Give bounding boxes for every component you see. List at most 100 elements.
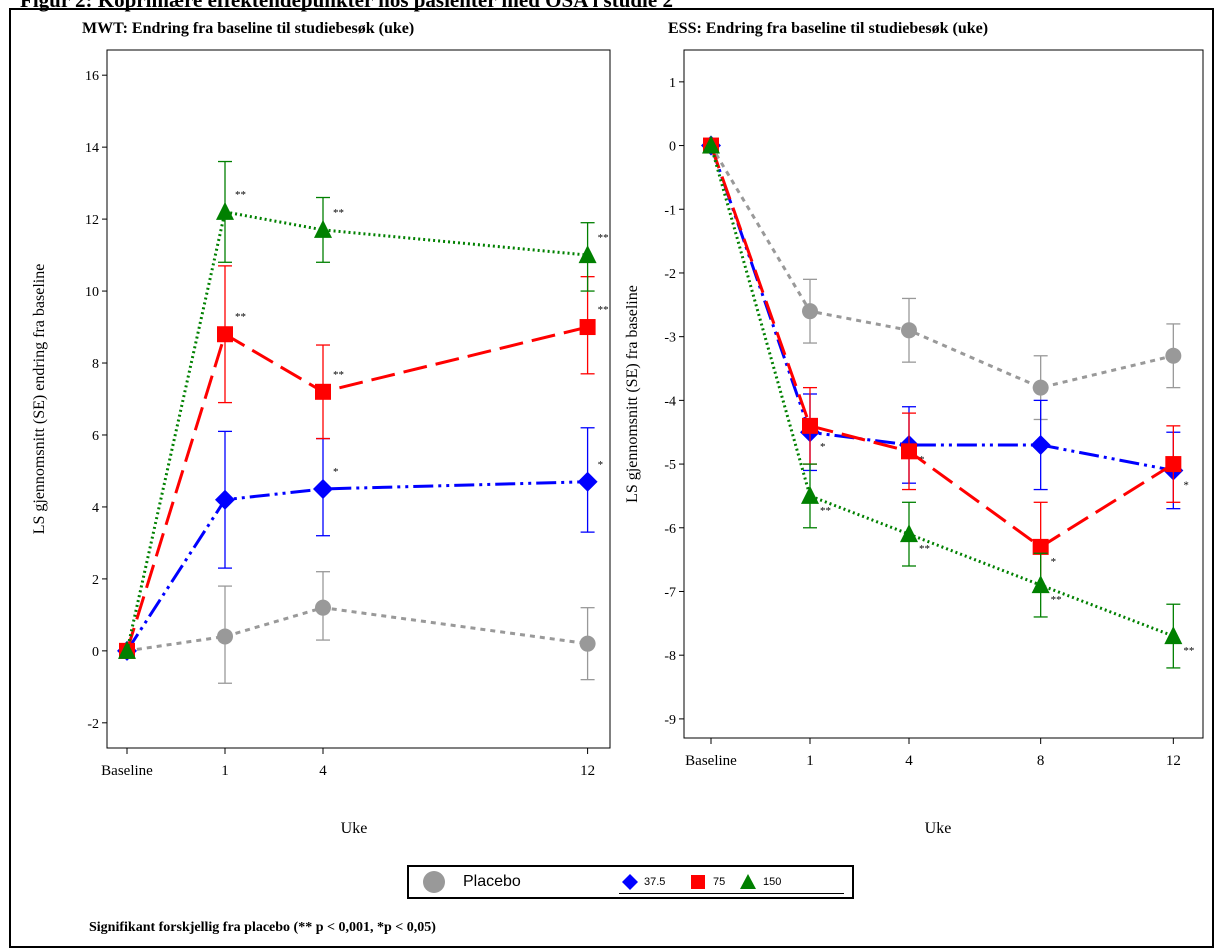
- placebo-marker-icon: [423, 871, 445, 893]
- chart1-y-tick-label: 2: [92, 573, 99, 588]
- chart1-y-tick-label: 14: [85, 141, 99, 156]
- chart2-series-75-point: [901, 443, 917, 460]
- chart1-series-75-point: [315, 383, 331, 400]
- chart1-series-37-5-point: [313, 478, 333, 499]
- chart1-series-placebo-point: [217, 628, 233, 645]
- chart2-y-tick-label: -6: [664, 522, 676, 537]
- chart2-y-tick-label: 1: [669, 76, 676, 91]
- chart2-series-150-point: [900, 524, 918, 543]
- chart1-series-75-significance-mark: **: [333, 369, 344, 381]
- chart2-series-150-significance-mark: **: [919, 543, 930, 555]
- chart1-y-tick-label: -2: [87, 717, 99, 732]
- chart2-x-tick-label: 4: [905, 753, 913, 769]
- chart1-series-150-point: [314, 219, 332, 238]
- chart1-series-75-line: [125, 325, 588, 652]
- chart1-y-tick-label: 8: [92, 357, 99, 372]
- chart1-series-150-point: [118, 640, 136, 659]
- chart2-series-150-point: [1031, 575, 1050, 594]
- chart1-series-37-5-point: [577, 471, 598, 492]
- chart2-plot-area: [683, 49, 1204, 739]
- chart1-y-tick-label: 12: [85, 213, 99, 228]
- square-marker-icon: [691, 875, 705, 889]
- chart1-series-75-point: [217, 326, 233, 343]
- chart2-series-150-line: [709, 145, 1174, 638]
- chart2-series-placebo-line: [709, 144, 1174, 390]
- chart2-series-placebo-point: [1165, 347, 1182, 364]
- chart2-y-tick-label: -5: [664, 458, 676, 473]
- chart2-series-75-significance-mark: *: [1051, 556, 1057, 568]
- chart1-series-placebo-line: [126, 606, 588, 653]
- chart1-series-37-5-significance-mark: *: [598, 459, 604, 471]
- chart1-series-75-significance-mark: **: [598, 304, 609, 316]
- legend-item-75: 75: [689, 867, 725, 897]
- chart1-y-tick-label: 6: [92, 429, 99, 444]
- chart1-plot-area: [106, 49, 611, 749]
- chart2-series-37-5-significance-mark: *: [1183, 479, 1189, 491]
- chart2-series-150-significance-mark: **: [1051, 594, 1062, 606]
- legend-item-placebo: Placebo: [421, 867, 521, 897]
- chart1-series-37-5-significance-mark: *: [333, 466, 339, 478]
- chart1-series-150-line: [125, 210, 588, 652]
- chart1-series-75-point: [579, 319, 596, 336]
- chart1-series-150-point: [578, 245, 597, 264]
- chart2-x-axis-label: Uke: [925, 820, 952, 837]
- chart2-x-tick-label: Baseline: [685, 753, 737, 769]
- chart2-series-150-point: [801, 485, 819, 504]
- chart1-x-tick-label: 1: [221, 763, 229, 779]
- legend-label-150: 150: [763, 876, 782, 888]
- chart1-y-tick-label: 16: [85, 69, 99, 84]
- chart2-y-tick-label: -8: [664, 649, 676, 664]
- chart1-series-150-significance-mark: **: [598, 232, 609, 244]
- chart2-series-37-5-significance-mark: *: [820, 441, 826, 453]
- chart2-series-placebo-point: [802, 303, 818, 320]
- chart2-y-tick-label: -4: [664, 394, 676, 409]
- chart1-series-37-5-point: [215, 489, 235, 510]
- chart2-series-placebo-point: [901, 322, 917, 339]
- chart2-series-75-point: [802, 417, 818, 434]
- chart2-series-37-5-point: [1030, 434, 1051, 455]
- chart1-y-tick-label: 10: [85, 285, 99, 300]
- legend-label-75: 75: [713, 876, 726, 888]
- chart2-y-tick-label: -9: [664, 713, 676, 728]
- legend-item-37-5: 37.5: [621, 867, 665, 897]
- chart2-series-75-point: [1165, 456, 1182, 473]
- chart2-y-tick-label: -2: [664, 267, 676, 282]
- legend-divider: [619, 893, 844, 894]
- chart2-series-150-point: [702, 135, 720, 154]
- legend-label-37-5: 37.5: [644, 876, 666, 888]
- chart2-series-150-significance-mark: **: [1183, 645, 1194, 657]
- chart2-y-tick-label: -3: [664, 331, 676, 346]
- chart1-x-tick-label: 12: [580, 763, 595, 779]
- chart1-title: MWT: Endring fra baseline til studiebesø…: [82, 20, 414, 37]
- chart1-y-tick-label: 0: [92, 645, 99, 660]
- chart2-y-tick-label: -7: [664, 585, 676, 600]
- chart1-y-axis-label: LS gjennomsnitt (SE) endring fra baselin…: [31, 264, 48, 535]
- chart2-series-75-point: [1032, 538, 1049, 555]
- chart1-series-37-5-line: [125, 480, 588, 652]
- diamond-marker-icon: [622, 874, 638, 890]
- figure-border: [9, 8, 1214, 948]
- legend-item-150: 150: [739, 867, 781, 897]
- chart1-x-axis-label: Uke: [341, 820, 368, 837]
- chart1-series-75-significance-mark: **: [235, 311, 246, 323]
- chart2-series-placebo-point: [1032, 379, 1049, 396]
- chart1-series-150-point: [216, 201, 234, 220]
- chart2-x-tick-label: 1: [806, 753, 814, 769]
- chart2-y-axis-label: LS gjennomsnitt (SE) fra baseline: [624, 285, 641, 503]
- chart2-series-150-significance-mark: **: [820, 505, 831, 517]
- significance-footnote: Signifikant forskjellig fra placebo (** …: [89, 920, 436, 935]
- chart2-x-tick-label: 12: [1166, 753, 1181, 769]
- chart1-series-placebo-point: [579, 635, 596, 652]
- legend: Placebo 37.5 75 150: [407, 865, 854, 899]
- chart2-y-tick-label: 0: [669, 140, 676, 155]
- chart1-series-150-significance-mark: **: [235, 189, 246, 201]
- chart2-title: ESS: Endring fra baseline til studiebesø…: [668, 20, 988, 37]
- chart1-x-tick-label: 4: [319, 763, 327, 779]
- chart1-x-tick-label: Baseline: [101, 763, 153, 779]
- chart1-y-tick-label: 4: [92, 501, 99, 516]
- legend-label-placebo: Placebo: [463, 873, 521, 890]
- triangle-marker-icon: [740, 874, 756, 889]
- chart2-series-37-5-line: [709, 145, 1174, 472]
